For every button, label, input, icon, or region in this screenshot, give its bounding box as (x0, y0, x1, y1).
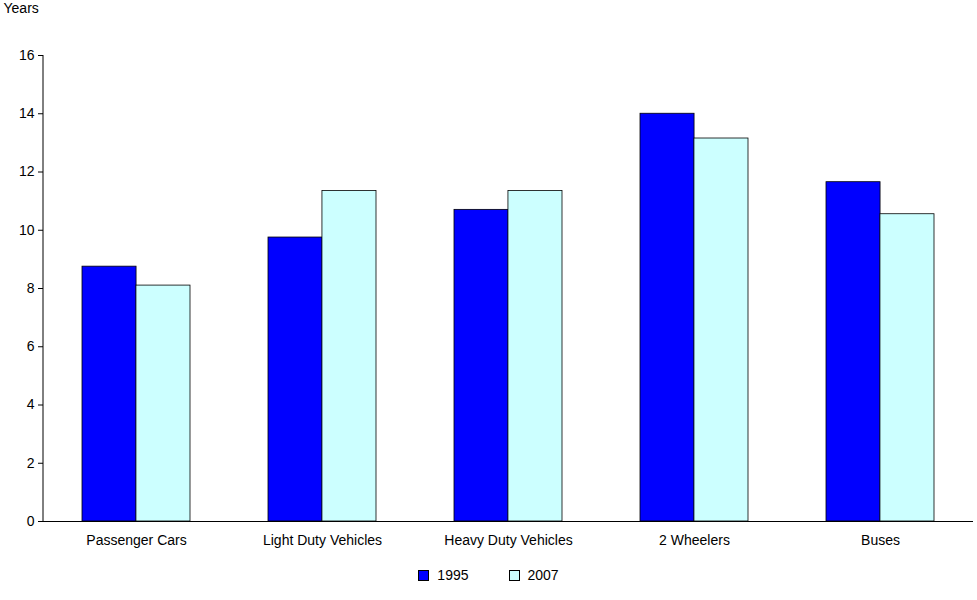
html-text:2007: 2007 (527, 567, 559, 583)
svg-text:Heavy Duty Vehicles: Heavy Duty Vehicles (444, 532, 572, 548)
svg-text:10: 10 (19, 222, 35, 238)
svg-text:2: 2 (27, 455, 35, 471)
svg-text:4: 4 (27, 396, 35, 412)
svg-text:Light Duty Vehicles: Light Duty Vehicles (263, 532, 382, 548)
svg-text:8: 8 (27, 280, 35, 296)
svg-text:16: 16 (19, 47, 35, 63)
svg-text:14: 14 (19, 105, 35, 121)
svg-text:Buses: Buses (861, 532, 900, 548)
html-text:1995: 1995 (437, 567, 469, 583)
svg-text:12: 12 (19, 163, 35, 179)
svg-text:2 Wheelers: 2 Wheelers (659, 532, 730, 548)
svg-text:0: 0 (27, 513, 35, 529)
svg-text:6: 6 (27, 338, 35, 354)
svg-text:Passenger Cars: Passenger Cars (86, 532, 186, 548)
svg-text:Years: Years (4, 0, 39, 16)
